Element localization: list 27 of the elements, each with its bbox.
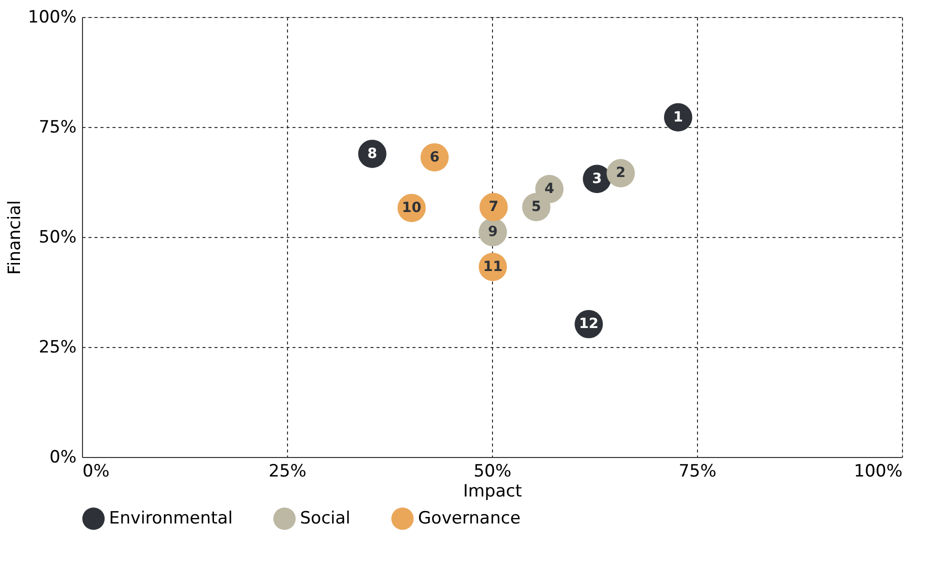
annotation: 1 [673, 109, 684, 126]
annotation: 3 [592, 170, 602, 187]
annotation: 9 [488, 224, 498, 240]
x-tick-label: 100% [854, 462, 902, 482]
legend-label: Governance [418, 508, 521, 529]
legend-label: Environmental [109, 508, 233, 529]
x-tick-label: 0% [82, 462, 110, 482]
x-tick-label: 25% [268, 462, 306, 482]
annotation: 12 [579, 316, 598, 332]
y-tick-label: 100% [28, 8, 76, 28]
annotation: 5 [531, 199, 542, 216]
y-axis-title: Financial [4, 200, 25, 275]
annotation: 6 [430, 149, 440, 166]
annotation: 7 [488, 199, 499, 216]
annotation: 2 [616, 165, 626, 182]
annotation: 8 [367, 146, 378, 162]
y-tick-label: 50% [38, 228, 76, 248]
x-tick-label: 75% [678, 462, 716, 482]
annotation: 10 [402, 200, 422, 216]
legend-label: Social [300, 508, 350, 529]
y-tick-label: 25% [38, 338, 76, 358]
x-axis-title: Impact [463, 482, 522, 502]
y-tick-label: 0% [50, 448, 76, 468]
x-tick-label: 50% [474, 462, 512, 482]
annotation: 11 [483, 258, 503, 275]
annotation: 4 [544, 181, 555, 198]
y-tick-label: 75% [38, 118, 76, 138]
